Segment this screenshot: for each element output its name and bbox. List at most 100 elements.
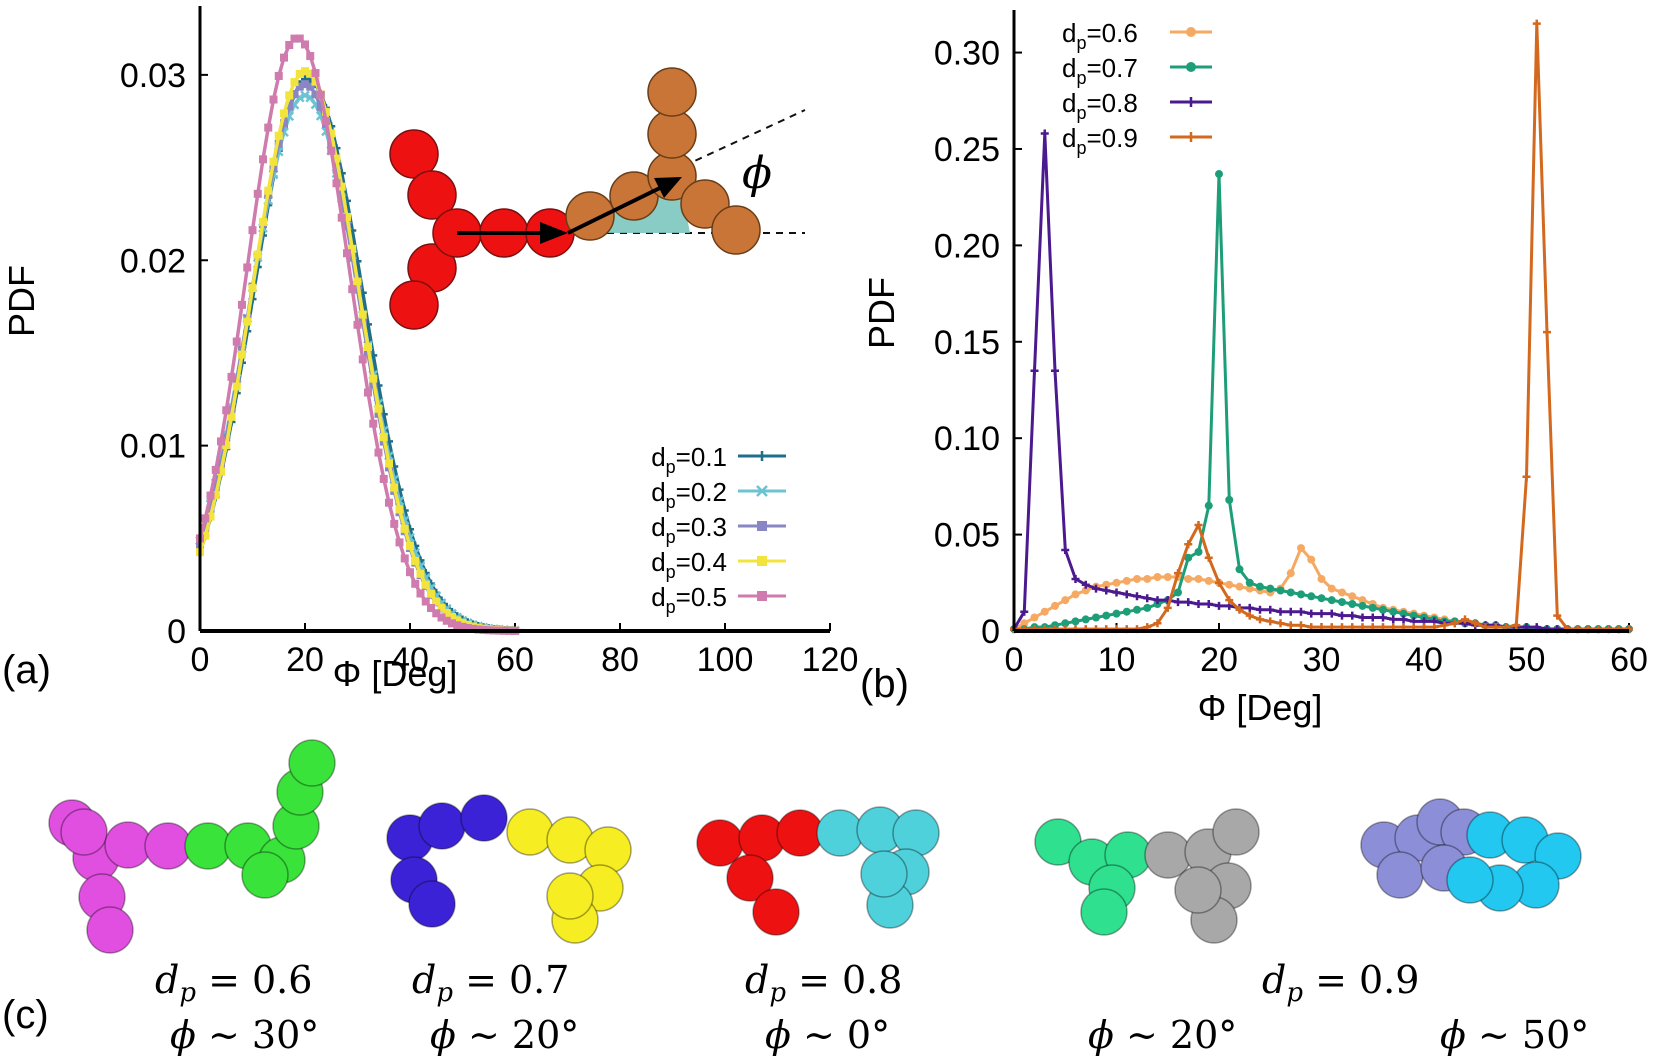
data-point [306, 52, 315, 61]
data-point [1286, 569, 1295, 578]
b-y-tick-label: 0.05 [934, 517, 1000, 555]
data-point [1194, 547, 1203, 556]
series-line-0.2 [198, 93, 830, 633]
data-point [1133, 592, 1141, 601]
a-x-tick-label: 80 [601, 641, 639, 679]
snapshot-bead [1174, 866, 1222, 914]
data-point [1030, 366, 1039, 375]
panel-b-axes [1012, 10, 1629, 633]
data-point [390, 483, 399, 492]
data-point [1245, 611, 1254, 620]
snapshot-bead [1376, 851, 1424, 899]
data-point [1307, 592, 1316, 601]
series-line-0.5 [198, 36, 830, 633]
data-point [1102, 580, 1111, 589]
data-point [453, 616, 462, 625]
data-point [1256, 615, 1264, 624]
data-point [243, 263, 252, 272]
data-point [1112, 578, 1121, 587]
snapshot-bead [460, 794, 508, 842]
data-point [1081, 615, 1090, 624]
data-point [1184, 540, 1193, 549]
snapshot-bead [816, 809, 864, 857]
snapshot-bead [60, 808, 108, 856]
series-line-0.3 [198, 82, 830, 633]
data-point [201, 531, 210, 540]
data-point [1522, 472, 1531, 481]
data-point [1512, 621, 1521, 630]
legend-marker [1186, 132, 1196, 142]
data-point [1133, 605, 1141, 614]
data-point [295, 69, 304, 78]
data-point [295, 34, 304, 43]
panel-a-legend: dp=0.1dp=0.2dp=0.3dp=0.4dp=0.5 [651, 442, 786, 617]
inset-arrow-2 [567, 183, 667, 235]
brown-bead [647, 109, 697, 159]
data-point [222, 406, 231, 415]
panel-b-xlabel: Φ [Deg] [1198, 687, 1323, 728]
data-point [1174, 588, 1182, 597]
data-point [232, 382, 241, 391]
data-point [463, 623, 472, 632]
data-point [395, 538, 404, 547]
inset-arrowhead-2 [654, 177, 682, 198]
data-point [322, 117, 330, 126]
snapshot-bead [104, 821, 152, 869]
data-point [416, 589, 425, 598]
data-point [1235, 605, 1244, 614]
data-point [1204, 553, 1213, 562]
data-point [217, 437, 225, 446]
data-point [1163, 573, 1172, 582]
data-point [1532, 19, 1541, 28]
data-point [416, 569, 425, 578]
snapshot-bead [546, 872, 594, 920]
data-point [1358, 601, 1367, 610]
data-point [1235, 582, 1244, 591]
data-point [1307, 555, 1316, 564]
data-point [316, 90, 325, 99]
data-point [301, 80, 309, 89]
panel-c-label: (c) [2, 993, 49, 1037]
data-point [1245, 584, 1254, 593]
caption-dp-0: dp = 0.6 [155, 958, 312, 1008]
legend-marker [757, 451, 767, 461]
brown-bead [711, 205, 761, 255]
data-point [1399, 609, 1408, 618]
data-point [332, 179, 341, 188]
b-x-tick-label: 10 [1098, 641, 1136, 679]
snapshot-bead [144, 822, 192, 870]
data-point [1286, 621, 1295, 630]
data-point [1102, 586, 1111, 595]
data-point [400, 524, 409, 533]
data-point [1092, 613, 1100, 622]
b-x-tick-label: 50 [1508, 641, 1546, 679]
legend-label: dp=0.3 [651, 512, 727, 547]
data-point [353, 320, 362, 329]
data-point [280, 119, 288, 128]
legend-marker [756, 485, 768, 497]
legend-label: dp=0.9 [1062, 123, 1138, 158]
data-point [311, 77, 320, 86]
snapshot-s09a [1034, 808, 1260, 944]
data-point [406, 542, 414, 551]
data-point [379, 433, 388, 442]
a-y-tick-label: 0.03 [120, 57, 186, 95]
data-point [1153, 596, 1162, 605]
data-point [369, 419, 378, 428]
panel-a-xlabel: Φ [Deg] [333, 653, 458, 694]
data-point [1184, 598, 1193, 607]
data-point [1133, 574, 1141, 583]
data-point [1276, 607, 1285, 616]
data-point [374, 404, 383, 413]
data-point [1256, 605, 1264, 614]
data-point [1338, 588, 1346, 597]
legend-label: dp=0.5 [651, 582, 727, 617]
data-point [1051, 601, 1059, 610]
data-point [290, 90, 299, 99]
data-point [327, 146, 336, 155]
data-point [432, 609, 441, 618]
snapshot-s06 [48, 739, 336, 954]
panel-a-axes [198, 6, 830, 633]
snapshot-bead [1080, 888, 1128, 936]
data-point [238, 350, 246, 359]
